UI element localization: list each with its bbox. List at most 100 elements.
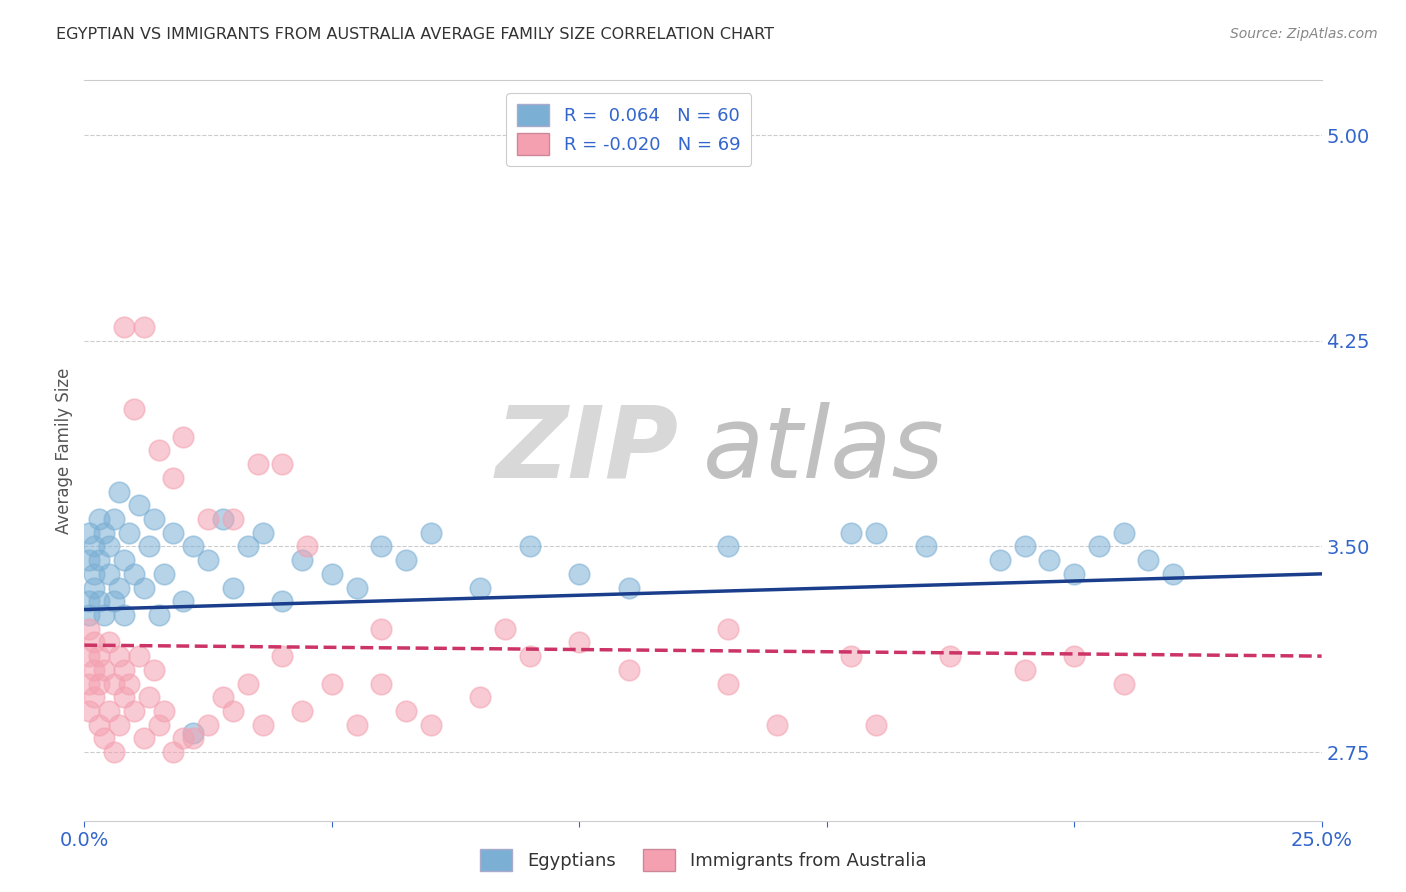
Point	[197, 512, 219, 526]
Point	[142, 663, 165, 677]
Point	[112, 553, 135, 567]
Point	[172, 430, 194, 444]
Point	[103, 512, 125, 526]
Point	[271, 649, 294, 664]
Point	[79, 622, 101, 636]
Point	[494, 622, 516, 636]
Point	[1112, 525, 1135, 540]
Point	[1088, 540, 1111, 554]
Point	[108, 484, 131, 499]
Point	[98, 540, 121, 554]
Point	[291, 553, 314, 567]
Point	[162, 471, 184, 485]
Legend: Egyptians, Immigrants from Australia: Egyptians, Immigrants from Australia	[472, 842, 934, 879]
Point	[89, 553, 111, 567]
Point	[419, 717, 441, 731]
Point	[717, 540, 740, 554]
Point	[1112, 676, 1135, 690]
Point	[346, 717, 368, 731]
Point	[103, 676, 125, 690]
Point	[1161, 566, 1184, 581]
Point	[222, 581, 245, 595]
Point	[122, 566, 145, 581]
Point	[89, 717, 111, 731]
Point	[152, 566, 174, 581]
Legend: R =  0.064   N = 60, R = -0.020   N = 69: R = 0.064 N = 60, R = -0.020 N = 69	[506, 93, 751, 166]
Point	[162, 525, 184, 540]
Point	[321, 676, 343, 690]
Point	[370, 622, 392, 636]
Point	[1063, 649, 1085, 664]
Point	[138, 690, 160, 705]
Point	[370, 540, 392, 554]
Point	[1014, 663, 1036, 677]
Point	[370, 676, 392, 690]
Y-axis label: Average Family Size: Average Family Size	[55, 368, 73, 533]
Point	[172, 731, 194, 746]
Point	[172, 594, 194, 608]
Point	[246, 457, 269, 471]
Point	[148, 607, 170, 622]
Point	[181, 731, 204, 746]
Point	[271, 457, 294, 471]
Point	[118, 525, 141, 540]
Point	[83, 663, 105, 677]
Point	[93, 663, 115, 677]
Point	[914, 540, 936, 554]
Point	[766, 717, 789, 731]
Point	[98, 566, 121, 581]
Point	[98, 635, 121, 649]
Point	[865, 717, 887, 731]
Point	[519, 649, 541, 664]
Point	[79, 525, 101, 540]
Point	[138, 540, 160, 554]
Point	[295, 540, 318, 554]
Point	[395, 553, 418, 567]
Point	[108, 649, 131, 664]
Point	[93, 731, 115, 746]
Point	[568, 635, 591, 649]
Point	[79, 553, 101, 567]
Point	[419, 525, 441, 540]
Point	[197, 553, 219, 567]
Point	[89, 676, 111, 690]
Point	[112, 690, 135, 705]
Point	[841, 525, 863, 540]
Point	[112, 663, 135, 677]
Point	[271, 594, 294, 608]
Point	[1038, 553, 1060, 567]
Point	[181, 726, 204, 740]
Point	[519, 540, 541, 554]
Point	[108, 717, 131, 731]
Point	[112, 320, 135, 334]
Point	[212, 690, 235, 705]
Point	[1137, 553, 1160, 567]
Point	[1014, 540, 1036, 554]
Point	[128, 498, 150, 512]
Point	[841, 649, 863, 664]
Point	[617, 663, 640, 677]
Point	[122, 704, 145, 718]
Point	[1063, 566, 1085, 581]
Point	[152, 704, 174, 718]
Point	[717, 622, 740, 636]
Point	[222, 512, 245, 526]
Point	[222, 704, 245, 718]
Text: Source: ZipAtlas.com: Source: ZipAtlas.com	[1230, 27, 1378, 41]
Point	[617, 581, 640, 595]
Point	[346, 581, 368, 595]
Point	[79, 649, 101, 664]
Point	[132, 731, 155, 746]
Point	[79, 704, 101, 718]
Point	[83, 566, 105, 581]
Point	[132, 320, 155, 334]
Point	[103, 594, 125, 608]
Point	[236, 676, 259, 690]
Point	[865, 525, 887, 540]
Point	[321, 566, 343, 581]
Point	[79, 676, 101, 690]
Point	[252, 717, 274, 731]
Point	[93, 525, 115, 540]
Point	[89, 512, 111, 526]
Point	[83, 635, 105, 649]
